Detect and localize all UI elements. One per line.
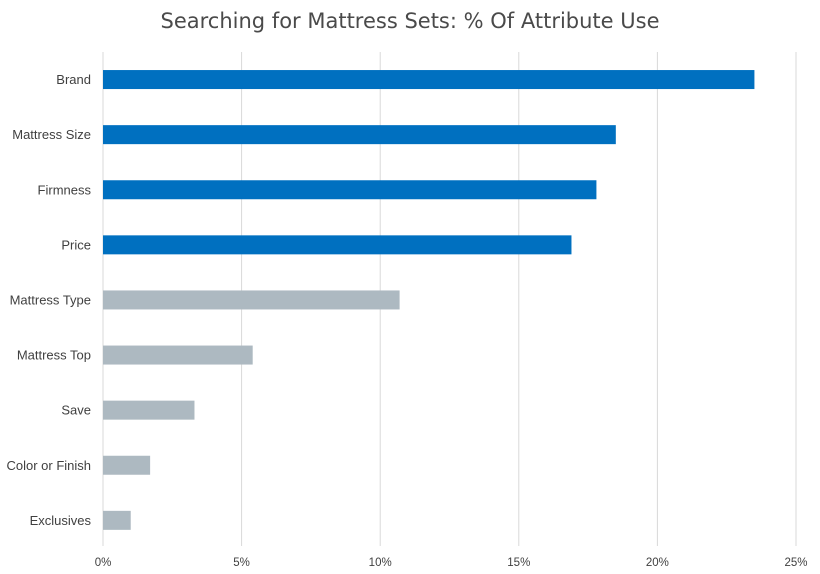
category-label: Brand (56, 72, 91, 87)
category-label: Mattress Top (17, 348, 91, 363)
x-tick-label: 10% (369, 557, 392, 569)
category-label: Firmness (38, 182, 92, 197)
x-tick-label: 15% (507, 557, 530, 569)
category-label: Save (61, 403, 91, 418)
x-tick-label: 25% (784, 557, 807, 569)
bar (103, 400, 195, 420)
bar (103, 70, 755, 90)
category-label: Price (61, 237, 91, 252)
bars (103, 70, 755, 530)
category-label: Mattress Type (10, 292, 91, 307)
bar (103, 235, 572, 255)
bar (103, 345, 253, 365)
chart-title: Searching for Mattress Sets: % Of Attrib… (161, 9, 660, 33)
x-tick-label: 20% (646, 557, 669, 569)
category-label: Exclusives (30, 513, 92, 528)
bar (103, 125, 616, 145)
bar (103, 290, 400, 310)
x-axis-tick-labels: 0% 5% 10% 15% 20% 25% (95, 557, 808, 569)
bar (103, 180, 597, 200)
category-label: Mattress Size (12, 127, 91, 142)
category-labels: Brand Mattress Size Firmness Price Mattress … (6, 72, 91, 528)
x-tick-label: 0% (95, 557, 112, 569)
bar (103, 455, 151, 475)
x-tick-label: 5% (233, 557, 250, 569)
bar (103, 510, 131, 530)
category-label: Color or Finish (6, 458, 91, 473)
